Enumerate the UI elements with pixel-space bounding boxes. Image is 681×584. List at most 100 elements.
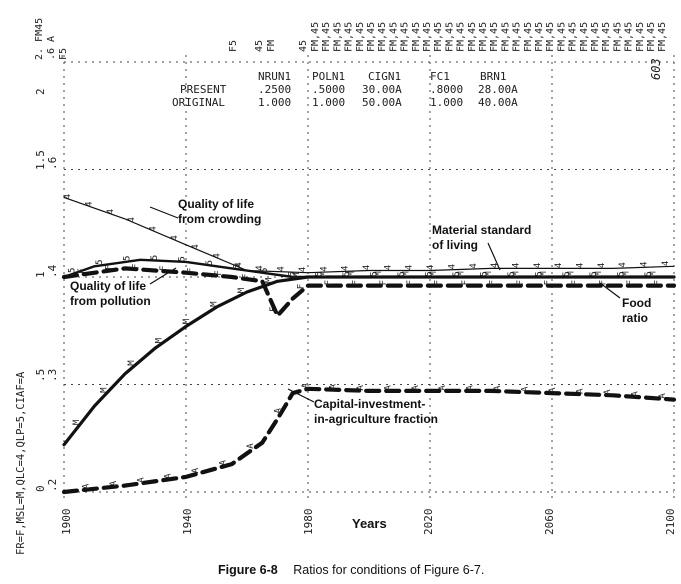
series-marker: F xyxy=(406,280,416,285)
series-marker: A xyxy=(136,477,146,483)
series-marker: M xyxy=(566,271,576,277)
annotation-msl-line-2: of living xyxy=(432,238,478,252)
series-marker: 5 xyxy=(315,271,325,276)
series-marker: A xyxy=(493,385,503,391)
series-marker: 5 xyxy=(589,271,599,276)
run-number: 603 xyxy=(649,58,663,80)
param-value: 30.00A xyxy=(362,83,402,96)
series-marker: F xyxy=(77,268,87,273)
series-marker: 4 xyxy=(277,266,287,271)
top-column-label: FM,45 xyxy=(545,22,556,52)
series-marker: 4 xyxy=(640,262,650,267)
annotation-crowding-line-2: from crowding xyxy=(178,212,261,226)
scale-a-label: 2 xyxy=(34,88,47,95)
series-marker: 5 xyxy=(397,271,407,276)
series-marker: 5 xyxy=(562,271,572,276)
figure-caption-text: Ratios for conditions of Figure 6-7. xyxy=(293,563,484,577)
series-line-0 xyxy=(63,196,675,274)
top-column-label: FM,45 xyxy=(556,22,567,52)
series-marker: 4 xyxy=(106,209,116,214)
series-marker: 4 xyxy=(597,263,607,268)
top-column-label: FM,45 xyxy=(310,22,321,52)
series-marker: F xyxy=(543,280,553,285)
series-marker: 5 xyxy=(507,271,517,276)
series-marker: 4 xyxy=(341,266,351,271)
x-axis-label: Years xyxy=(352,516,387,531)
series-marker: F xyxy=(324,280,334,285)
series-marker: 5 xyxy=(123,256,133,261)
series-marker: A xyxy=(438,385,448,391)
series-marker: M xyxy=(155,337,165,343)
annotation-msl-line-1: Material standard xyxy=(432,223,531,237)
series-marker: 4 xyxy=(490,263,500,268)
series-marker: 5 xyxy=(68,268,78,273)
top-column-label: FM,45 xyxy=(500,22,511,52)
top-column-label: FM,45 xyxy=(601,22,612,52)
series-marker: 5 xyxy=(95,259,105,264)
scale-b-label: .6 xyxy=(46,157,59,170)
top-column-label: FM,45 xyxy=(400,22,411,52)
top-column-label: FM,45 xyxy=(444,22,455,52)
series-marker: A xyxy=(603,389,613,395)
top-column-label: FM,45 xyxy=(467,22,478,52)
scale-a-label: 1 xyxy=(34,271,47,278)
series-marker: 5 xyxy=(232,264,242,269)
series-marker: A xyxy=(219,459,229,465)
series-marker: M xyxy=(484,271,494,277)
param-col-nrun1: NRUN1 xyxy=(258,70,291,83)
top-left-label: .6 A xyxy=(46,36,57,60)
leader-ciaf xyxy=(287,388,315,403)
series-marker: A xyxy=(356,384,366,390)
series-marker: M xyxy=(292,272,302,278)
series-marker: 4 xyxy=(618,262,628,267)
series-marker: 5 xyxy=(479,271,489,276)
series-marker: 5 xyxy=(177,256,187,261)
series-marker: 4 xyxy=(383,265,393,270)
series-marker: F xyxy=(242,274,252,279)
param-col-poln1: POLN1 xyxy=(312,70,345,83)
series-marker: A xyxy=(576,388,586,394)
series-marker: A xyxy=(191,467,201,473)
top-column-label: FM,45 xyxy=(612,22,623,52)
series-marker: M xyxy=(210,301,220,307)
series-marker: F xyxy=(104,265,114,270)
series-marker: A xyxy=(521,386,531,392)
series-marker: F xyxy=(598,280,608,285)
series-marker: 5 xyxy=(370,271,380,276)
scale-a-label: 1.5 xyxy=(34,150,47,170)
annotation-crowding: Quality of life from crowding xyxy=(178,197,261,226)
series-marker: F xyxy=(214,270,224,275)
series-marker: 4 xyxy=(511,263,521,268)
series-marker: 5 xyxy=(342,271,352,276)
top-column-label: FM,45 xyxy=(422,22,433,52)
series-layer xyxy=(61,196,677,495)
top-column-label: FM,45 xyxy=(590,22,601,52)
scale-b-label: .3 xyxy=(46,369,59,382)
series-marker: F xyxy=(159,266,169,271)
param-value: 40.00A xyxy=(478,96,518,109)
series-marker: M xyxy=(511,271,521,277)
series-line-2 xyxy=(62,275,676,447)
top-column-label: FM,45 xyxy=(657,22,668,52)
series-marker: 4 xyxy=(298,267,308,272)
series-marker: F xyxy=(187,268,197,273)
param-row-label-original: ORIGINAL xyxy=(172,96,225,109)
scale-legend: FR=F,MSL=M,QLC=4,QLP=5,CIAF=A xyxy=(15,371,27,555)
series-marker: 4 xyxy=(170,235,180,240)
param-value: 1.000 xyxy=(258,96,291,109)
series-marker: 4 xyxy=(127,217,137,222)
series-marker: F xyxy=(626,280,636,285)
param-col-cign1: CIGN1 xyxy=(368,70,401,83)
series-marker: M xyxy=(374,271,384,277)
series-marker: F xyxy=(379,280,389,285)
series-marker: A xyxy=(328,383,338,389)
top-column-label: FM,45 xyxy=(332,22,343,52)
series-marker: F xyxy=(269,307,279,312)
param-col-brn1: BRN1 xyxy=(480,70,507,83)
series-marker: F xyxy=(296,284,306,289)
x-tick-label: 1980 xyxy=(302,509,315,536)
series-marker: M xyxy=(237,287,247,293)
top-left-label: 2. FM45 xyxy=(34,18,45,60)
top-left-label: F5 xyxy=(58,48,69,60)
leader-pollution xyxy=(149,267,177,285)
